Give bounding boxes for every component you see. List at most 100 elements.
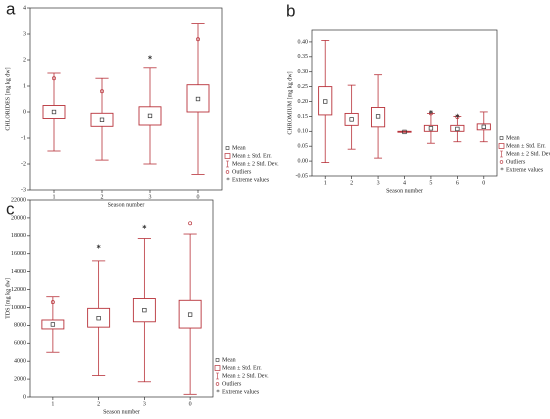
legend-label: Mean ± 2 Std. Dev.	[506, 151, 550, 157]
y-tick-label: 2	[23, 57, 26, 63]
legend-extreme: *	[216, 389, 220, 397]
x-tick-label: 6	[456, 180, 459, 186]
x-axis-label: Season number	[103, 409, 140, 415]
y-axis-label: CHROMIUM [mg kg dw]	[287, 71, 293, 134]
se-box	[90, 112, 114, 127]
se-box	[178, 299, 202, 329]
legend-label: Mean ± Std. Err.	[506, 143, 546, 149]
legend-label: Outliers	[506, 159, 526, 165]
y-tick-label: 0.30	[298, 69, 309, 75]
mean	[428, 126, 434, 131]
y-tick-label: 0.00	[298, 158, 309, 164]
extreme-stroke	[142, 225, 147, 229]
extreme-value	[455, 113, 460, 118]
mean	[323, 99, 328, 104]
legend-label: Mean ± 2 Std. Dev.	[222, 373, 269, 379]
x-tick-label: 1	[51, 401, 54, 407]
panel-label: c	[6, 199, 15, 218]
y-tick-label: 22000	[11, 197, 26, 203]
y-tick-label: 0.10	[298, 129, 309, 135]
plot-frame	[29, 7, 223, 191]
y-tick-label: 0.15	[298, 114, 309, 120]
x-axis-label: Season number	[108, 202, 145, 208]
legend-mean	[215, 358, 220, 362]
mean	[96, 316, 101, 321]
mean	[99, 117, 105, 122]
se-box	[371, 107, 386, 128]
y-tick-label: 16000	[11, 251, 26, 257]
extreme-value	[96, 244, 101, 249]
mean	[142, 307, 147, 313]
mean	[455, 126, 460, 132]
legend-box	[498, 143, 505, 149]
legend-label: Extreme values	[222, 389, 260, 395]
se-box	[397, 130, 412, 133]
se-box	[344, 112, 359, 126]
legend-extreme: *	[500, 167, 504, 175]
plot-frame	[311, 29, 498, 177]
mean	[187, 312, 193, 317]
legend-label: Mean ± 2 Std. Dev.	[232, 161, 279, 167]
y-tick-label: 0.05	[298, 144, 309, 150]
mean	[349, 117, 354, 122]
y-tick-label: -3	[21, 187, 26, 193]
legend-mean	[225, 146, 230, 150]
mean	[50, 322, 56, 327]
x-tick-label: 1	[53, 194, 56, 200]
outlier	[196, 37, 200, 42]
legend-box	[224, 153, 231, 159]
extreme-stroke	[148, 56, 152, 59]
legend-mean	[499, 136, 504, 140]
plot-frame	[29, 199, 214, 398]
legend-outlier	[499, 160, 504, 164]
x-tick-label: 0	[482, 180, 485, 186]
x-tick-label: 3	[377, 180, 380, 186]
extreme-value	[429, 109, 433, 114]
y-tick-label: 4	[23, 5, 26, 11]
se-box	[318, 86, 333, 116]
legend-label: Outliers	[222, 381, 242, 387]
legend-whisker	[500, 150, 503, 158]
extreme-value	[142, 224, 147, 229]
y-tick-label: 14000	[11, 269, 26, 275]
y-tick-label: 2000	[14, 376, 26, 382]
y-tick-label: 18000	[11, 233, 26, 239]
se-box	[41, 319, 65, 330]
extreme-stroke	[96, 245, 101, 248]
y-tick-label: -1	[21, 135, 26, 141]
legend-whisker	[216, 372, 219, 380]
y-tick-label: 6000	[14, 341, 26, 347]
panel-label: b	[286, 1, 295, 20]
extreme-value	[148, 55, 152, 60]
y-axis-label: TDS [mg kg dw]	[5, 278, 11, 319]
panel-label: a	[6, 0, 16, 18]
outlier	[188, 221, 193, 226]
y-axis-label: CHLORIDES [mg kg dw]	[5, 67, 11, 130]
y-tick-label: 0.25	[298, 84, 309, 90]
y-tick-label: 8000	[14, 323, 26, 329]
outlier	[50, 300, 55, 305]
y-tick-label: 12000	[11, 287, 26, 293]
se-box	[476, 123, 491, 131]
se-box	[42, 105, 66, 119]
se-box	[132, 298, 156, 323]
x-tick-label: 3	[149, 194, 152, 200]
mean	[481, 124, 486, 129]
x-tick-label: 1	[324, 180, 327, 186]
legend-label: Extreme values	[506, 167, 544, 173]
y-tick-label: 20000	[11, 215, 26, 221]
outlier	[100, 89, 104, 94]
se-box	[87, 307, 111, 328]
x-axis-label: Season number	[386, 188, 423, 194]
x-tick-label: 4	[403, 180, 406, 186]
se-box	[450, 124, 465, 132]
mean	[375, 114, 381, 119]
y-tick-label: 4000	[14, 359, 26, 365]
legend-label: Mean	[222, 357, 236, 363]
extreme-stroke	[455, 114, 460, 118]
outlier	[52, 76, 56, 81]
y-tick-label: 1	[23, 83, 26, 89]
legend-label: Outliers	[232, 169, 252, 175]
mean	[147, 113, 153, 119]
